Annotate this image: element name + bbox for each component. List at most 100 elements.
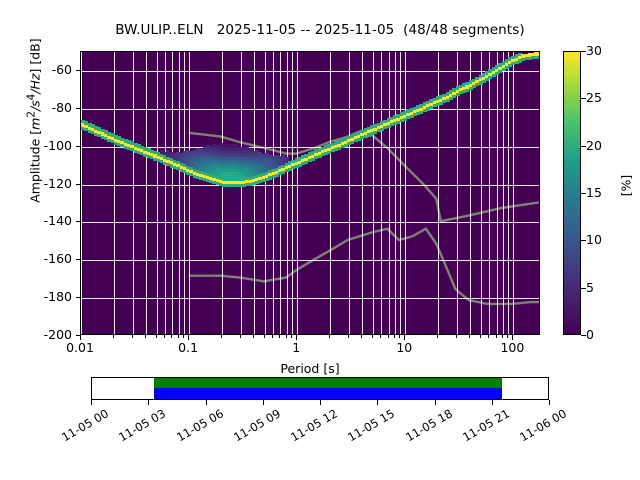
psd-histogram-cell	[396, 116, 401, 121]
psd-histogram-cell	[232, 150, 237, 155]
x-tick-mark	[183, 335, 185, 338]
psd-histogram-cell	[186, 152, 191, 157]
psd-histogram-cell	[215, 160, 220, 164]
psd-histogram-cell	[166, 162, 171, 167]
psd-histogram-cell	[222, 180, 227, 184]
x-tick-mark	[488, 335, 490, 338]
psd-histogram-cell	[215, 157, 220, 161]
timeline-tick-mark	[491, 400, 493, 405]
grid-line-vertical	[348, 52, 350, 334]
psd-histogram-cell	[334, 147, 338, 152]
colorbar-tick-label: 25	[586, 90, 602, 106]
psd-histogram-cell	[222, 183, 227, 187]
psd-histogram-cell	[491, 72, 496, 77]
psd-histogram-cell	[248, 166, 253, 171]
psd-histogram-cell	[527, 53, 532, 57]
psd-histogram-cell	[209, 164, 214, 169]
psd-histogram-cell	[242, 155, 246, 160]
psd-histogram-cell	[334, 144, 338, 148]
psd-histogram-cell	[409, 111, 414, 115]
psd-histogram-cell	[222, 149, 227, 154]
psd-histogram-cell	[228, 159, 233, 164]
psd-histogram-cell	[228, 162, 233, 167]
psd-histogram-cell	[245, 152, 250, 157]
psd-histogram-cell	[212, 162, 217, 166]
y-tick-mark	[75, 335, 80, 336]
timeline-date-label: 11-05 09	[230, 406, 283, 445]
psd-histogram-cell	[324, 145, 329, 150]
psd-histogram-cell	[258, 155, 263, 159]
psd-histogram-cell	[199, 158, 204, 163]
psd-histogram-cell	[537, 55, 539, 59]
grid-line-horizontal	[81, 108, 539, 110]
colorbar-tick-label: 10	[586, 232, 602, 248]
psd-histogram-cell	[268, 166, 273, 171]
psd-histogram-cell	[196, 163, 200, 167]
psd-histogram-cell	[337, 145, 342, 150]
psd-histogram-cell	[238, 174, 243, 179]
psd-histogram-cell	[156, 152, 161, 156]
psd-histogram-cell	[307, 155, 312, 160]
psd-histogram-cell	[222, 161, 227, 166]
psd-histogram-cell	[176, 163, 181, 168]
psd-histogram-cell	[219, 167, 223, 171]
psd-histogram-cell	[462, 89, 467, 93]
psd-histogram-cell	[508, 57, 513, 61]
psd-histogram-cell	[186, 167, 191, 172]
y-tick-label: -120	[43, 175, 72, 191]
colorbar-tick-label: 5	[586, 279, 594, 295]
psd-histogram-cell	[163, 157, 168, 162]
psd-histogram-cell	[281, 157, 286, 162]
psd-histogram-cell	[245, 161, 250, 166]
psd-histogram-cell	[465, 81, 470, 86]
grid-line-vertical	[508, 52, 510, 334]
psd-histogram-cell	[294, 164, 299, 169]
psd-histogram-cell	[350, 140, 355, 144]
x-tick-mark	[387, 335, 389, 338]
psd-histogram-cell	[212, 156, 217, 160]
psd-histogram-cell	[297, 159, 302, 164]
psd-histogram-cell	[186, 161, 191, 166]
psd-histogram-cell	[337, 139, 342, 144]
psd-histogram-cell	[242, 180, 246, 184]
psd-histogram-cell	[524, 53, 529, 58]
psd-histogram-cell	[340, 138, 345, 143]
psd-histogram-cell	[435, 102, 440, 107]
psd-histogram-cell	[284, 168, 289, 173]
psd-histogram-cell	[271, 171, 276, 176]
psd-histogram-cell	[245, 155, 250, 160]
grid-line-vertical	[297, 52, 299, 334]
psd-histogram-cell	[225, 183, 230, 188]
psd-histogram-cell	[511, 61, 516, 66]
psd-histogram-cell	[225, 162, 230, 167]
psd-histogram-cell	[251, 169, 256, 173]
grid-line-vertical	[388, 52, 390, 334]
y-tick-label: -200	[43, 327, 72, 342]
colorbar-tick-label: 30	[586, 43, 602, 58]
psd-histogram-cell	[205, 154, 210, 158]
psd-histogram-cell	[182, 166, 187, 171]
psd-histogram-cell	[383, 125, 388, 130]
psd-histogram-cell	[268, 169, 273, 174]
psd-histogram-cell	[258, 176, 263, 181]
psd-histogram-cell	[485, 70, 490, 75]
psd-histogram-cell	[196, 160, 200, 164]
psd-histogram-cell	[225, 150, 230, 155]
psd-histogram-cell	[107, 134, 112, 139]
psd-histogram-cell	[196, 151, 200, 155]
psd-histogram-cell	[242, 161, 246, 166]
psd-histogram-cell	[163, 151, 168, 156]
psd-histogram-cell	[258, 173, 263, 178]
psd-histogram-cell	[196, 166, 200, 170]
timeline-tick-mark	[262, 400, 264, 405]
psd-histogram-cell	[350, 137, 355, 141]
psd-histogram-cell	[393, 118, 398, 122]
psd-histogram-cell	[370, 128, 375, 133]
psd-histogram-cell	[498, 66, 503, 70]
grid-line-vertical	[286, 52, 288, 334]
psd-histogram-cell	[130, 144, 135, 149]
psd-histogram-cell	[228, 183, 233, 188]
psd-histogram-cell	[304, 156, 309, 161]
psd-histogram-cell	[225, 168, 230, 173]
psd-histogram-cell	[232, 156, 237, 161]
